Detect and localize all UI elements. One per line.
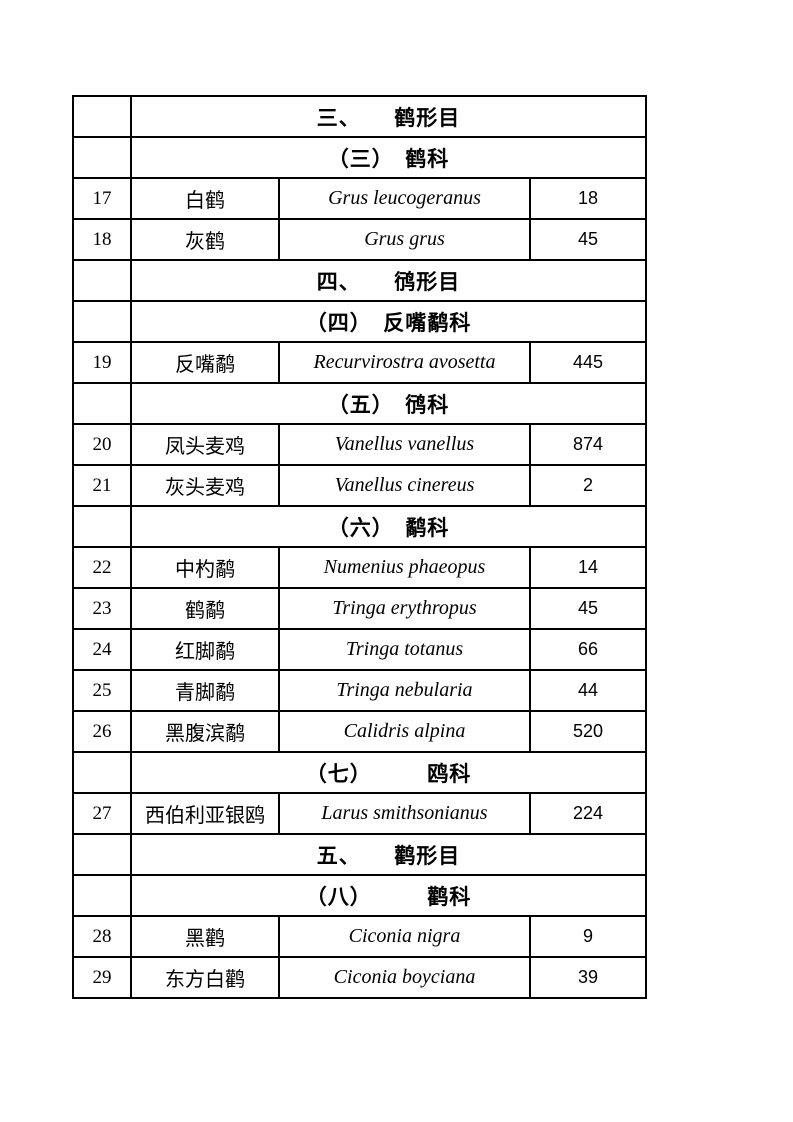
species-count: 874 [529, 423, 647, 466]
species-name-cn: 东方白鹳 [130, 956, 280, 999]
family-row: （六） 鹬科 [72, 505, 647, 548]
family-header: （七） 鸥科 [130, 751, 647, 794]
empty-cell [72, 833, 132, 876]
order-header: 四、 鸻形目 [130, 259, 647, 302]
species-name-latin: Tringa erythropus [278, 587, 531, 630]
empty-cell [72, 874, 132, 917]
family-row: （八） 鹳科 [72, 874, 647, 917]
species-row: 20 凤头麦鸡 Vanellus vanellus 874 [72, 423, 647, 466]
empty-cell [72, 300, 132, 343]
species-row: 21 灰头麦鸡 Vanellus cinereus 2 [72, 464, 647, 507]
species-row: 17 白鹤 Grus leucogeranus 18 [72, 177, 647, 220]
family-header: （八） 鹳科 [130, 874, 647, 917]
species-count: 2 [529, 464, 647, 507]
empty-cell [72, 751, 132, 794]
row-number: 26 [72, 710, 132, 753]
species-name-latin: Tringa totanus [278, 628, 531, 671]
empty-cell [72, 95, 132, 138]
species-name-cn: 青脚鹬 [130, 669, 280, 712]
species-count: 14 [529, 546, 647, 589]
family-row: （七） 鸥科 [72, 751, 647, 794]
species-name-latin: Ciconia nigra [278, 915, 531, 958]
empty-cell [72, 505, 132, 548]
row-number: 27 [72, 792, 132, 835]
species-name-cn: 红脚鹬 [130, 628, 280, 671]
species-name-latin: Grus grus [278, 218, 531, 261]
row-number: 29 [72, 956, 132, 999]
species-name-cn: 白鹤 [130, 177, 280, 220]
species-name-latin: Tringa nebularia [278, 669, 531, 712]
row-number: 28 [72, 915, 132, 958]
species-count: 66 [529, 628, 647, 671]
row-number: 25 [72, 669, 132, 712]
species-row: 23 鹤鹬 Tringa erythropus 45 [72, 587, 647, 630]
family-header: （三） 鹤科 [130, 136, 647, 179]
empty-cell [72, 136, 132, 179]
order-row: 四、 鸻形目 [72, 259, 647, 302]
species-count: 224 [529, 792, 647, 835]
row-number: 22 [72, 546, 132, 589]
row-number: 20 [72, 423, 132, 466]
species-row: 25 青脚鹬 Tringa nebularia 44 [72, 669, 647, 712]
row-number: 24 [72, 628, 132, 671]
row-number: 21 [72, 464, 132, 507]
family-row: （四） 反嘴鹬科 [72, 300, 647, 343]
species-count: 445 [529, 341, 647, 384]
species-name-latin: Vanellus vanellus [278, 423, 531, 466]
row-number: 17 [72, 177, 132, 220]
species-row: 27 西伯利亚银鸥 Larus smithsonianus 224 [72, 792, 647, 835]
family-header: （四） 反嘴鹬科 [130, 300, 647, 343]
species-name-cn: 西伯利亚银鸥 [130, 792, 280, 835]
species-name-cn: 黑腹滨鹬 [130, 710, 280, 753]
species-name-latin: Calidris alpina [278, 710, 531, 753]
species-name-latin: Vanellus cinereus [278, 464, 531, 507]
family-header: （五） 鸻科 [130, 382, 647, 425]
species-name-cn: 凤头麦鸡 [130, 423, 280, 466]
species-row: 28 黑鹳 Ciconia nigra 9 [72, 915, 647, 958]
species-name-cn: 鹤鹬 [130, 587, 280, 630]
species-name-latin: Recurvirostra avosetta [278, 341, 531, 384]
order-row: 五、 鹳形目 [72, 833, 647, 876]
row-number: 23 [72, 587, 132, 630]
order-header: 三、 鹤形目 [130, 95, 647, 138]
species-count: 18 [529, 177, 647, 220]
species-row: 24 红脚鹬 Tringa totanus 66 [72, 628, 647, 671]
species-name-latin: Grus leucogeranus [278, 177, 531, 220]
species-name-cn: 中杓鹬 [130, 546, 280, 589]
family-row: （三） 鹤科 [72, 136, 647, 179]
species-count: 9 [529, 915, 647, 958]
species-name-latin: Larus smithsonianus [278, 792, 531, 835]
species-count: 44 [529, 669, 647, 712]
species-row: 19 反嘴鹬 Recurvirostra avosetta 445 [72, 341, 647, 384]
empty-cell [72, 382, 132, 425]
order-row: 三、 鹤形目 [72, 95, 647, 138]
species-name-latin: Ciconia boyciana [278, 956, 531, 999]
species-row: 22 中杓鹬 Numenius phaeopus 14 [72, 546, 647, 589]
row-number: 18 [72, 218, 132, 261]
species-count: 45 [529, 218, 647, 261]
species-name-latin: Numenius phaeopus [278, 546, 531, 589]
empty-cell [72, 259, 132, 302]
family-header: （六） 鹬科 [130, 505, 647, 548]
row-number: 19 [72, 341, 132, 384]
species-count: 520 [529, 710, 647, 753]
family-row: （五） 鸻科 [72, 382, 647, 425]
order-header: 五、 鹳形目 [130, 833, 647, 876]
species-row: 26 黑腹滨鹬 Calidris alpina 520 [72, 710, 647, 753]
species-row: 18 灰鹤 Grus grus 45 [72, 218, 647, 261]
species-name-cn: 灰头麦鸡 [130, 464, 280, 507]
species-count: 39 [529, 956, 647, 999]
species-name-cn: 黑鹳 [130, 915, 280, 958]
species-row: 29 东方白鹳 Ciconia boyciana 39 [72, 956, 647, 999]
species-name-cn: 反嘴鹬 [130, 341, 280, 384]
species-name-cn: 灰鹤 [130, 218, 280, 261]
species-count: 45 [529, 587, 647, 630]
bird-survey-table: 三、 鹤形目 （三） 鹤科 17 白鹤 Grus leucogeranus 18… [72, 95, 647, 999]
